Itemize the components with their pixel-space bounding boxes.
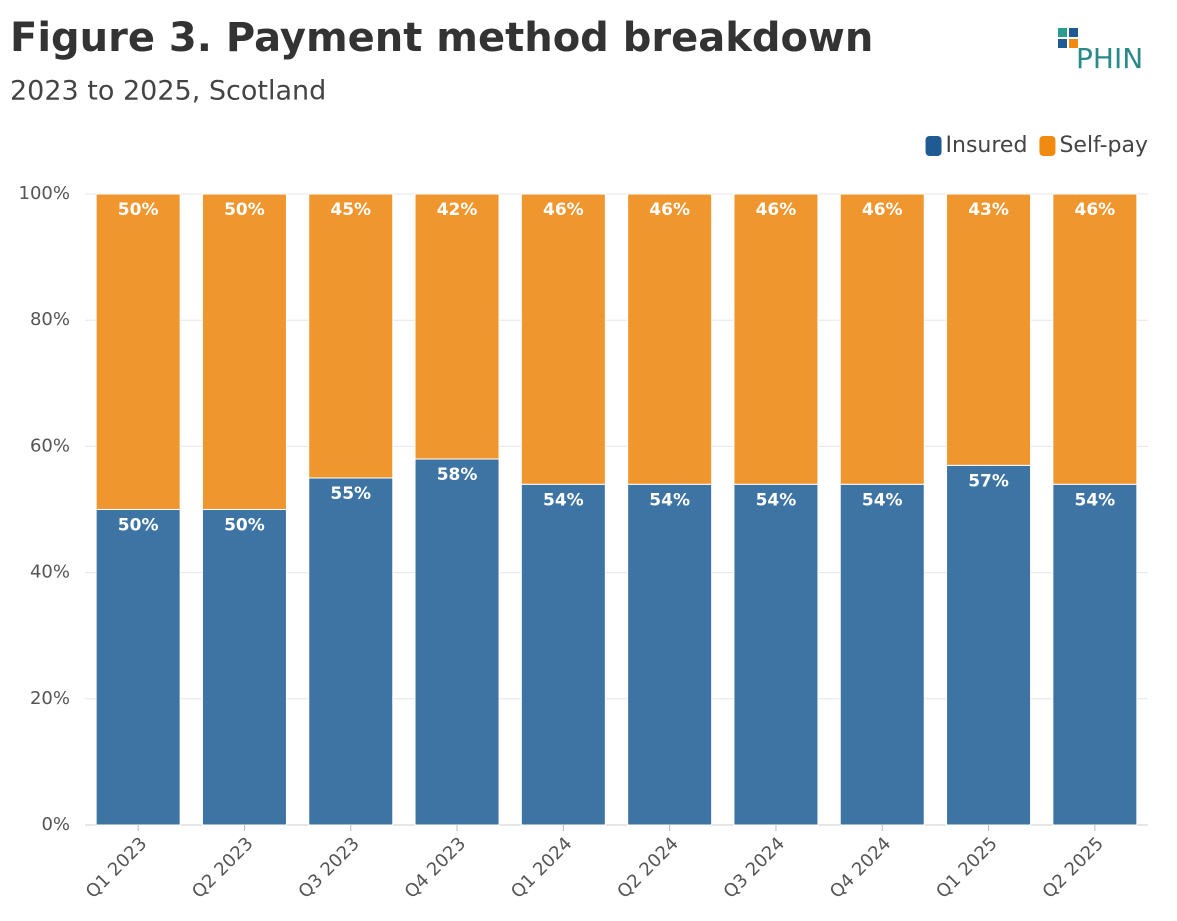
y-tick-label: 20% — [30, 688, 70, 709]
bar-segment — [414, 458, 500, 826]
logo-square — [1069, 28, 1078, 37]
logo-text: PHIN — [1076, 42, 1143, 75]
bar-segment — [201, 193, 287, 510]
value-label: 54% — [543, 490, 584, 510]
value-label: 54% — [649, 490, 690, 510]
value-label: 57% — [968, 471, 1009, 491]
value-label: 46% — [756, 200, 797, 220]
bar-segment — [839, 483, 925, 826]
chart-title: Figure 3. Payment method breakdown — [10, 15, 873, 61]
x-tick-label: Q3 2024 — [720, 833, 789, 902]
value-label: 46% — [543, 200, 584, 220]
value-label: 55% — [330, 484, 371, 504]
y-tick-label: 0% — [41, 814, 70, 835]
x-tick-label: Q1 2024 — [507, 833, 576, 902]
logo-square — [1058, 39, 1067, 48]
value-label: 45% — [330, 200, 371, 220]
y-tick-label: 80% — [30, 309, 70, 330]
x-tick-label: Q4 2024 — [826, 833, 895, 902]
bar-segment — [414, 193, 500, 460]
y-tick-label: 100% — [19, 183, 70, 204]
chart-subtitle: 2023 to 2025, Scotland — [10, 76, 326, 107]
bar-segment — [946, 193, 1032, 466]
legend-marker — [925, 136, 942, 156]
bar-segment — [1052, 483, 1138, 826]
bar-segment — [839, 193, 925, 485]
value-label: 42% — [437, 200, 478, 220]
x-tick-label: Q3 2023 — [294, 833, 363, 902]
bar-segment — [627, 483, 713, 826]
x-tick-label: Q2 2023 — [188, 833, 257, 902]
value-label: 54% — [756, 490, 797, 510]
x-tick-label: Q2 2025 — [1039, 833, 1108, 902]
bar-segment — [308, 477, 394, 826]
value-label: 46% — [649, 200, 690, 220]
y-tick-label: 60% — [30, 435, 70, 456]
value-label: 50% — [118, 516, 159, 536]
value-label: 43% — [968, 200, 1009, 220]
value-label: 58% — [437, 465, 478, 485]
bar-segment — [1052, 193, 1138, 485]
logo-square — [1058, 28, 1067, 37]
bar-segment — [733, 193, 819, 485]
value-label: 54% — [1074, 490, 1115, 510]
legend-label: Self-pay — [1059, 133, 1148, 158]
value-label: 46% — [1074, 200, 1115, 220]
bar-segment — [95, 509, 181, 826]
bar-segment — [95, 193, 181, 510]
legend-label: Insured — [946, 133, 1028, 158]
value-label: 50% — [224, 516, 265, 536]
bar-segment — [520, 483, 606, 826]
bar-segment — [627, 193, 713, 485]
bar-segment — [201, 509, 287, 826]
legend-marker — [1039, 136, 1056, 156]
logo: PHIN — [1058, 28, 1143, 75]
x-tick-label: Q1 2023 — [82, 833, 151, 902]
x-tick-label: Q4 2023 — [401, 833, 470, 902]
logo-square — [1069, 39, 1078, 48]
bar-segment — [308, 193, 394, 479]
y-tick-label: 40% — [30, 562, 70, 583]
value-label: 50% — [224, 200, 265, 220]
bar-segment — [733, 483, 819, 826]
x-tick-label: Q2 2024 — [613, 833, 682, 902]
x-tick-label: Q1 2025 — [932, 833, 1001, 902]
bar-segment — [946, 464, 1032, 826]
value-label: 50% — [118, 200, 159, 220]
value-label: 46% — [862, 200, 903, 220]
bar-segment — [520, 193, 606, 485]
value-label: 54% — [862, 490, 903, 510]
